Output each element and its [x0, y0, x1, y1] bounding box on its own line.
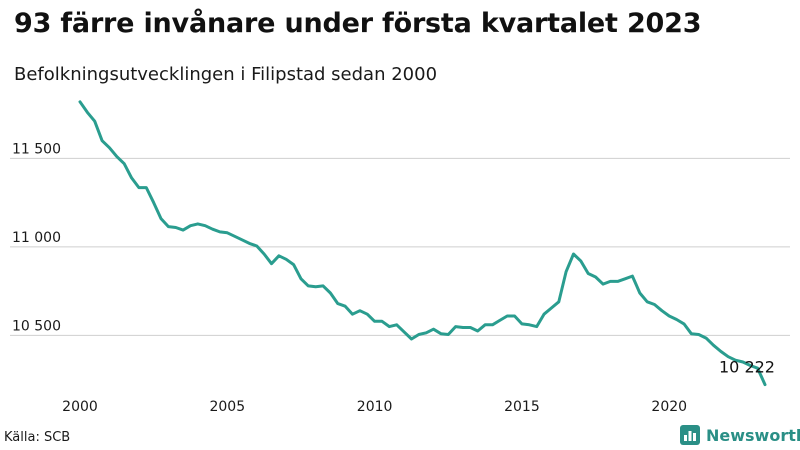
brand-name: Newsworthy — [706, 425, 800, 445]
y-axis: 10 500 11 000 11 500 — [12, 141, 61, 334]
chart-title: 93 färre invånare under första kvartalet… — [14, 8, 702, 39]
data-labels: 10 222 — [719, 358, 775, 377]
bar-chart-logo-icon — [680, 425, 700, 445]
end-value-label: 10 222 — [719, 358, 775, 377]
x-tick-label: 2000 — [62, 399, 98, 415]
y-tick-label: 10 500 — [12, 318, 61, 334]
y-tick-label: 11 500 — [12, 141, 61, 157]
x-axis: 2000 2005 2010 2015 2020 — [62, 399, 687, 415]
chart-subtitle: Befolkningsutvecklingen i Filipstad seda… — [14, 64, 438, 85]
brand-logo: Newsworthy — [680, 425, 800, 445]
x-tick-label: 2015 — [504, 399, 540, 415]
x-tick-label: 2005 — [209, 399, 245, 415]
series-line — [78, 100, 767, 387]
gridlines — [10, 157, 790, 336]
series-group — [78, 100, 767, 387]
x-tick-label: 2020 — [651, 399, 687, 415]
x-tick-label: 2010 — [357, 399, 393, 415]
source-note: Källa: SCB — [4, 430, 71, 445]
y-tick-label: 11 000 — [12, 230, 61, 246]
